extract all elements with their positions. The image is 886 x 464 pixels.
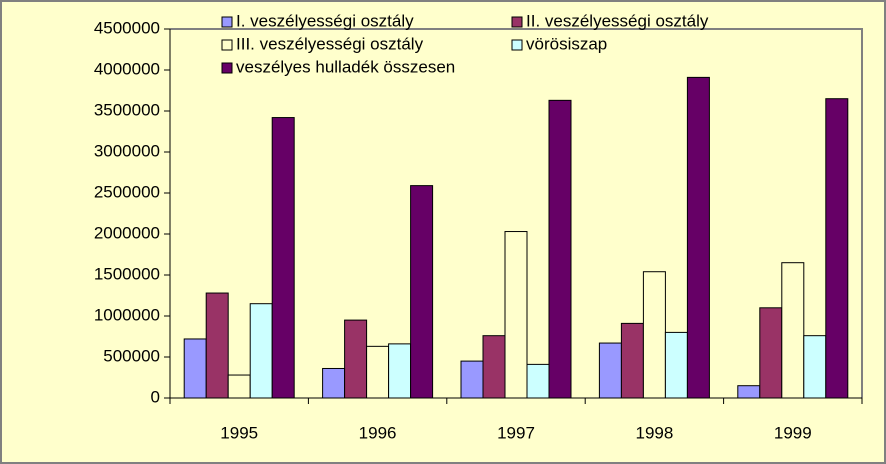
bar <box>410 185 434 399</box>
bar <box>388 343 412 399</box>
bar <box>686 76 710 399</box>
bar <box>664 331 688 399</box>
plot-border <box>170 28 863 398</box>
y-tick-label: 2000000 <box>94 223 160 242</box>
bar <box>803 335 827 399</box>
legend-swatch <box>221 16 233 28</box>
y-tick-label: 3000000 <box>94 141 160 160</box>
bar <box>249 303 273 399</box>
bar <box>183 338 207 399</box>
bar <box>620 322 644 399</box>
bar <box>322 367 346 399</box>
legend-label: II. veszélyességi osztály <box>526 11 709 30</box>
bar <box>825 98 849 399</box>
legend-swatch <box>221 39 233 51</box>
y-tick-label: 3500000 <box>94 100 160 119</box>
bar <box>504 231 528 399</box>
bar <box>205 292 229 399</box>
legend-swatch <box>511 39 523 51</box>
legend-label: veszélyes hulladék összesen <box>236 57 455 76</box>
bar <box>227 374 251 399</box>
y-tick-label: 1500000 <box>94 264 160 283</box>
x-tick-label: 1997 <box>497 423 535 442</box>
legend-label: vörösiszap <box>526 34 607 53</box>
bar <box>366 345 390 399</box>
y-tick-label: 0 <box>151 387 160 406</box>
bar <box>737 385 761 399</box>
y-tick-label: 4500000 <box>94 18 160 37</box>
bar <box>460 360 484 399</box>
bar <box>271 117 295 399</box>
y-tick-label: 4000000 <box>94 59 160 78</box>
y-tick-label: 1000000 <box>94 305 160 324</box>
y-tick-label: 2500000 <box>94 182 160 201</box>
y-tick-label: 500000 <box>103 346 160 365</box>
legend-swatch <box>221 62 233 74</box>
bar <box>759 307 783 399</box>
bar <box>482 335 506 399</box>
legend-label: III. veszélyességi osztály <box>236 34 424 53</box>
bar <box>548 99 572 399</box>
x-tick-label: 1995 <box>220 423 258 442</box>
bar <box>526 363 550 399</box>
legend-label: I. veszélyességi osztály <box>236 11 414 30</box>
bar <box>781 262 805 399</box>
x-tick-label: 1998 <box>635 423 673 442</box>
bar <box>344 319 368 399</box>
bar <box>598 342 622 399</box>
legend-swatch <box>511 16 523 28</box>
bar <box>642 271 666 399</box>
x-tick-label: 1996 <box>359 423 397 442</box>
x-tick-label: 1999 <box>774 423 812 442</box>
